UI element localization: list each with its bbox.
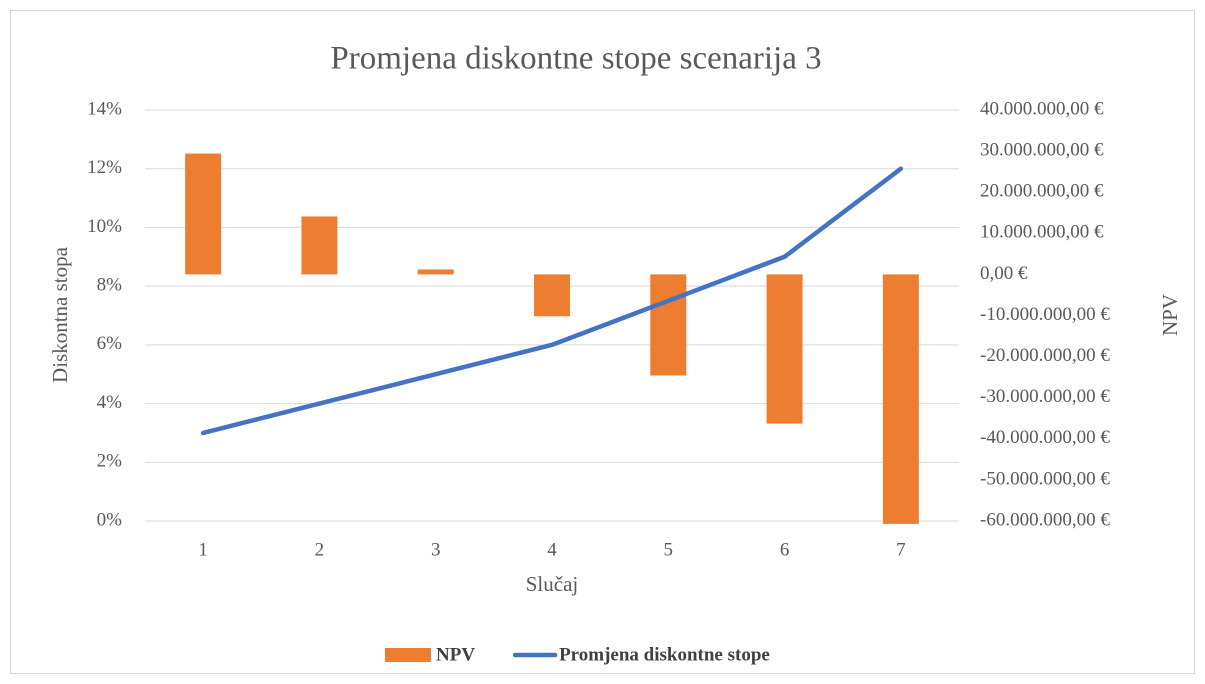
y2-tick-label: -40.000.000,00 € xyxy=(980,427,1110,448)
legend-swatch xyxy=(385,648,431,662)
y2-tick-label: -50.000.000,00 € xyxy=(980,468,1110,489)
y-tick-label: 4% xyxy=(97,392,123,413)
y2-tick-label: -60.000.000,00 € xyxy=(980,509,1110,530)
y-tick-label: 2% xyxy=(97,451,123,472)
chart-border xyxy=(10,10,1195,674)
x-tick-label: 2 xyxy=(315,539,325,560)
bar xyxy=(882,274,919,524)
bar xyxy=(417,269,454,275)
y2-tick-label: 10.000.000,00 € xyxy=(980,222,1104,243)
legend-label: Promjena diskontne stope xyxy=(559,644,770,665)
x-axis-title: Slučaj xyxy=(526,572,579,596)
x-tick-label: 6 xyxy=(780,539,790,560)
bar xyxy=(301,216,338,275)
bar xyxy=(766,274,803,424)
bar xyxy=(185,153,222,275)
y2-axis-title: NPV xyxy=(1158,294,1182,336)
x-tick-label: 1 xyxy=(198,539,208,560)
y-tick-label: 14% xyxy=(87,98,122,119)
y-tick-label: 8% xyxy=(97,275,123,296)
y2-tick-label: -10.000.000,00 € xyxy=(980,304,1110,325)
chart-title: Promjena diskontne stope scenarija 3 xyxy=(330,41,821,77)
line xyxy=(200,166,904,436)
y-axis-title: Diskontna stopa xyxy=(48,246,72,383)
x-tick-label: 7 xyxy=(896,539,906,560)
bar xyxy=(534,274,570,317)
y2-tick-label: -30.000.000,00 € xyxy=(980,386,1110,407)
x-tick-label: 5 xyxy=(664,539,674,560)
y-tick-label: 6% xyxy=(97,333,123,354)
y-tick-label: 12% xyxy=(87,157,122,178)
x-tick-label: 3 xyxy=(431,539,441,560)
y2-tick-label: 30.000.000,00 € xyxy=(980,139,1104,160)
y2-tick-label: 20.000.000,00 € xyxy=(980,181,1104,202)
legend-label: NPV xyxy=(436,644,475,665)
x-tick-label: 4 xyxy=(547,539,557,560)
y-tick-label: 0% xyxy=(97,509,123,530)
y-tick-label: 10% xyxy=(87,216,122,237)
y2-tick-label: 0,00 € xyxy=(980,263,1028,284)
bar xyxy=(650,274,687,376)
y2-tick-label: -20.000.000,00 € xyxy=(980,345,1110,366)
y2-tick-label: 40.000.000,00 € xyxy=(980,98,1104,119)
